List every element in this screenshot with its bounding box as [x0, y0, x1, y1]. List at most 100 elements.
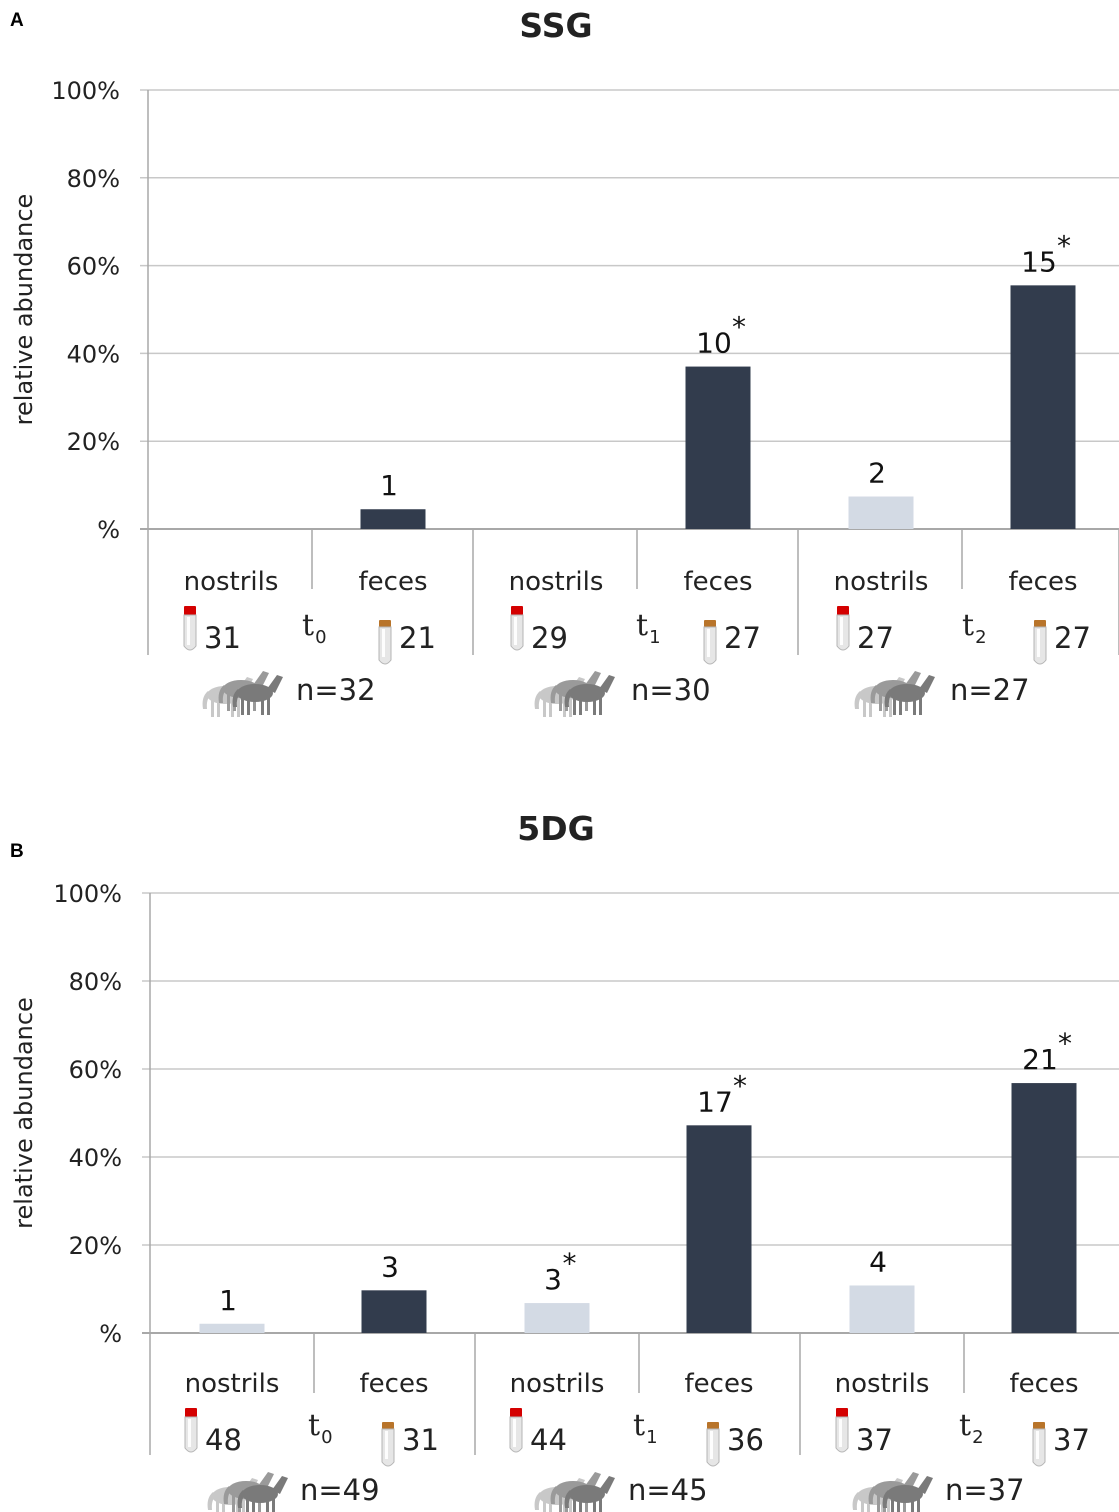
- horse-group-icon: [534, 671, 615, 717]
- category-label: feces: [684, 567, 753, 597]
- category-label: nostrils: [834, 567, 929, 597]
- sample-tube-icon: [836, 606, 850, 651]
- sample-count: 29: [531, 621, 568, 655]
- sample-tube-icon: [835, 1408, 849, 1453]
- sample-count: 27: [857, 621, 894, 655]
- bar-data-label: 3: [544, 1263, 562, 1296]
- category-label: feces: [685, 1369, 754, 1399]
- time-point-label: t2: [959, 1408, 984, 1448]
- category-label: feces: [359, 567, 428, 597]
- y-axis-label: relative abundance: [10, 997, 38, 1229]
- sample-tube-icon: [706, 1422, 720, 1467]
- chart-title: 5DG: [517, 809, 594, 848]
- bar-data-label: 1: [380, 469, 398, 502]
- horse-count: n=32: [296, 673, 376, 707]
- y-tick-label: 60%: [67, 253, 120, 281]
- sample-count: 37: [1053, 1423, 1090, 1457]
- category-label: feces: [360, 1369, 429, 1399]
- bar-data-label: 4: [869, 1245, 887, 1278]
- sample-count: 31: [204, 621, 241, 655]
- horse-group-icon: [854, 671, 935, 717]
- bar-data-label: 1: [219, 1284, 237, 1317]
- chart-title: SSG: [519, 6, 592, 45]
- significance-marker: *: [563, 1247, 577, 1280]
- horse-count: n=49: [300, 1473, 380, 1507]
- bar-data-label: 17: [697, 1085, 733, 1118]
- bar-data-label: 15: [1021, 245, 1057, 278]
- sample-count: 31: [402, 1423, 439, 1457]
- category-label: nostrils: [835, 1369, 930, 1399]
- horse-count: n=45: [628, 1473, 708, 1507]
- y-tick-label: 100%: [51, 77, 120, 105]
- sample-tube-icon: [510, 606, 524, 651]
- bar-feces: [360, 509, 426, 529]
- sample-tube-icon: [1033, 620, 1047, 665]
- chart-panel-a: SSG relative abundance% 20% 40% 60% 80% 100% no…: [10, 6, 1119, 717]
- time-point-label: t1: [636, 608, 661, 648]
- category-label: nostrils: [185, 1369, 280, 1399]
- bar-data-label: 21: [1022, 1043, 1058, 1076]
- sample-tube-icon: [1032, 1422, 1046, 1467]
- significance-marker: *: [732, 311, 746, 344]
- sample-tube-icon: [183, 606, 197, 651]
- bar-feces: [686, 1125, 752, 1333]
- category-label: nostrils: [184, 567, 279, 597]
- bar-data-label: 3: [381, 1250, 399, 1283]
- time-point-label: t1: [633, 1408, 658, 1448]
- sample-tube-icon: [381, 1422, 395, 1467]
- horse-group-icon: [202, 671, 283, 717]
- bar-feces: [1010, 285, 1076, 529]
- horse-group-icon: [534, 1472, 615, 1512]
- bar-feces: [1011, 1083, 1077, 1333]
- panel-label-a: A: [10, 10, 24, 31]
- horse-count: n=37: [945, 1473, 1025, 1507]
- time-point-label: t2: [962, 608, 987, 648]
- y-tick-label: 80%: [69, 968, 122, 996]
- sample-tube-icon: [703, 620, 717, 665]
- category-label: nostrils: [509, 567, 604, 597]
- horse-group-icon: [207, 1472, 288, 1512]
- sample-tube-icon: [509, 1408, 523, 1453]
- bar-data-label: 10: [696, 327, 732, 360]
- bar-data-label: 2: [868, 457, 886, 490]
- significance-marker: *: [733, 1069, 747, 1102]
- sample-count: 48: [205, 1423, 242, 1457]
- horse-count: n=27: [950, 673, 1030, 707]
- bar-nostrils: [524, 1303, 590, 1333]
- bar-feces: [361, 1290, 427, 1333]
- time-point-label: t0: [302, 608, 327, 648]
- significance-marker: *: [1058, 1027, 1072, 1060]
- sample-count: 37: [856, 1423, 893, 1457]
- sample-count: 27: [724, 621, 761, 655]
- bar-nostrils: [849, 1285, 915, 1333]
- y-axis-label: relative abundance: [10, 194, 38, 426]
- y-tick-label: 40%: [69, 1144, 122, 1172]
- category-label: feces: [1009, 567, 1078, 597]
- y-tick-label: %: [99, 1320, 122, 1348]
- sample-count: 21: [399, 621, 436, 655]
- sample-tube-icon: [378, 620, 392, 665]
- horse-group-icon: [852, 1472, 933, 1512]
- chart-panel-b: 5DG relative abundance% 20% 40% 60% 80% 100% 1 n…: [10, 809, 1119, 1512]
- y-tick-label: 40%: [67, 340, 120, 368]
- horse-count: n=30: [631, 673, 711, 707]
- panel-label-b: B: [10, 841, 24, 862]
- y-tick-label: 20%: [69, 1232, 122, 1260]
- sample-count: 44: [530, 1423, 567, 1457]
- time-point-label: t0: [308, 1408, 333, 1448]
- significance-marker: *: [1057, 229, 1071, 262]
- bar-nostrils: [199, 1323, 265, 1333]
- bar-nostrils: [848, 496, 914, 529]
- y-tick-label: %: [97, 516, 120, 544]
- y-tick-label: 20%: [67, 428, 120, 456]
- sample-tube-icon: [184, 1408, 198, 1453]
- y-tick-label: 80%: [67, 165, 120, 193]
- sample-count: 27: [1054, 621, 1091, 655]
- category-label: nostrils: [510, 1369, 605, 1399]
- sample-count: 36: [727, 1423, 764, 1457]
- category-label: feces: [1010, 1369, 1079, 1399]
- y-tick-label: 60%: [69, 1056, 122, 1084]
- bar-feces: [685, 366, 751, 529]
- y-tick-label: 100%: [53, 880, 122, 908]
